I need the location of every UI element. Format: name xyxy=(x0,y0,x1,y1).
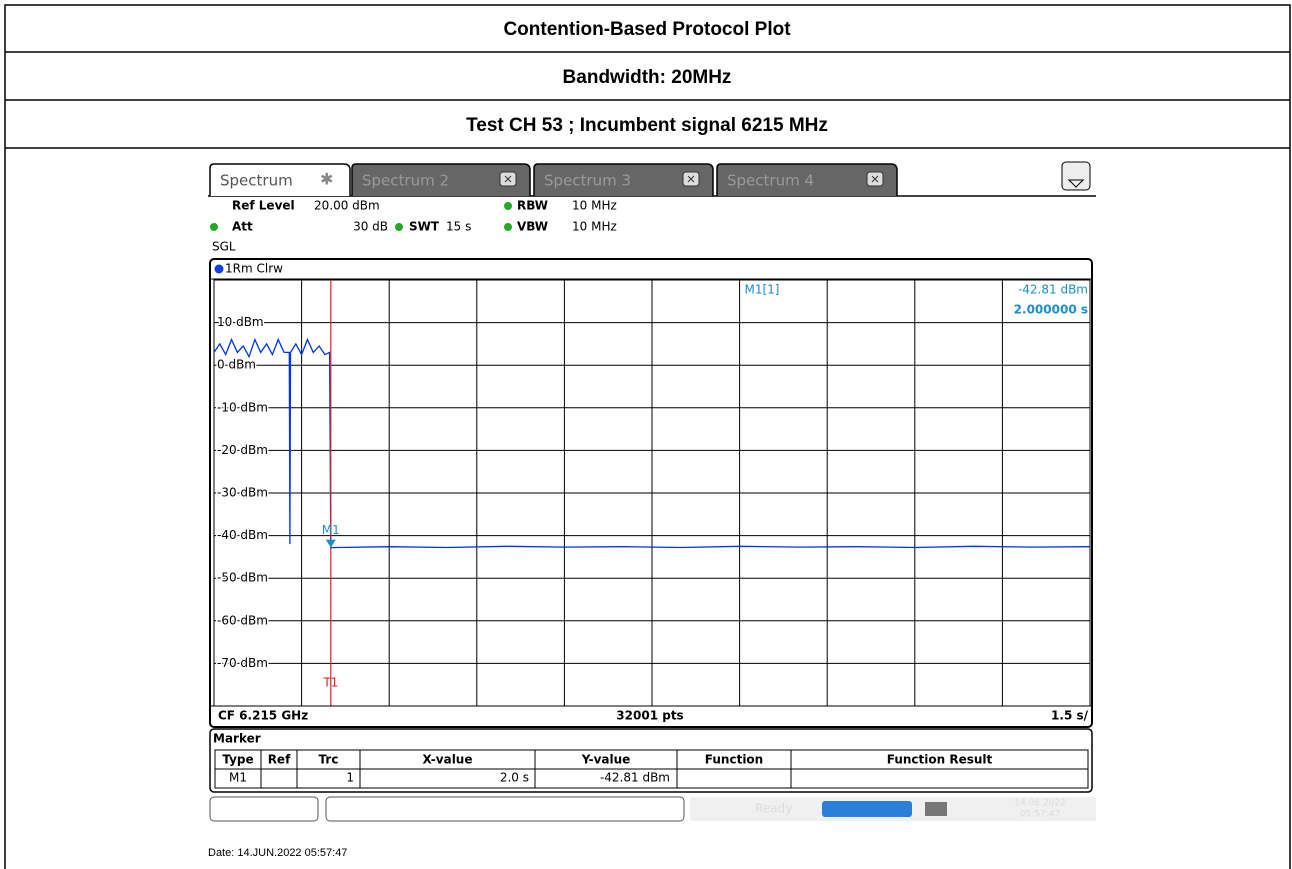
scale: 1.5 s/ xyxy=(1051,709,1089,723)
y-tick-label: 0 dBm xyxy=(217,358,256,372)
trace-led xyxy=(214,264,224,274)
swt-led xyxy=(395,223,403,231)
tab-close-icon xyxy=(687,175,695,183)
column-header: Y-value xyxy=(581,753,631,767)
marker-table-title: Marker xyxy=(213,732,261,746)
cell: M1 xyxy=(229,771,247,785)
time-line-label: T1 xyxy=(322,676,338,690)
ref-level-label: Ref Level xyxy=(232,199,295,213)
cell: 1 xyxy=(346,771,354,785)
tab-label: Spectrum 4 xyxy=(727,172,814,190)
tab-star: ✱ xyxy=(320,170,333,189)
y-tick-label: 10 dBm xyxy=(217,315,264,329)
tab-close-icon xyxy=(871,175,879,183)
vbw: 10 MHz xyxy=(572,220,617,234)
progress-bar xyxy=(822,801,912,817)
vbw-label: VBW xyxy=(517,220,548,234)
tab-close-icon xyxy=(504,175,512,183)
mode: SGL xyxy=(212,240,236,254)
tab[interactable] xyxy=(351,163,531,196)
menu-button[interactable] xyxy=(1061,161,1091,191)
column-header: Trc xyxy=(319,753,339,767)
rbw: 10 MHz xyxy=(572,199,617,213)
trace xyxy=(213,337,1091,549)
att: 30 dB xyxy=(353,220,388,234)
column-header: Function xyxy=(705,753,763,767)
column-header: Function Result xyxy=(887,753,993,767)
tabs: Spectrum ✱ Spectrum 2 Spectrum 3 Spectrum 4 xyxy=(209,163,898,196)
status-box xyxy=(209,796,319,822)
att-led xyxy=(210,223,218,231)
status-time: 05:57:47 xyxy=(1020,810,1060,820)
plot: 10 dBm 0 dBm -10 dBm -20 dBm -30 dBm -40 dBm -… xyxy=(213,280,1091,706)
lxi-icon xyxy=(925,802,947,816)
marker-table: Type Ref Trc X-value Y-value Function Function… xyxy=(214,749,1089,789)
status-date: 14.06.2022 xyxy=(1014,799,1066,809)
tab[interactable] xyxy=(716,163,898,196)
date-line: Date: 14.JUN.2022 05:57:47 xyxy=(208,847,347,859)
cell: -42.81 dBm xyxy=(600,771,670,785)
points: 32001 pts xyxy=(616,709,683,723)
tab[interactable] xyxy=(533,163,714,196)
y-tick-label: -30 dBm xyxy=(217,486,268,500)
marker-readout-name: M1[1] xyxy=(745,283,780,297)
y-tick-label: -50 dBm xyxy=(217,571,268,585)
document-frame xyxy=(4,4,1291,869)
column-header: Type xyxy=(222,753,253,767)
trace-label: 1Rm Clrw xyxy=(225,262,283,276)
marker xyxy=(325,539,336,548)
rbw-label: RBW xyxy=(517,199,548,213)
marker-readout-y: -42.81 dBm xyxy=(1018,283,1088,297)
att-label: Att xyxy=(232,220,253,234)
marker-readout-x: 2.000000 s xyxy=(1014,303,1088,317)
marker-table-frame xyxy=(209,728,1093,793)
marker-label: M1 xyxy=(322,523,340,537)
plot-frame xyxy=(209,258,1093,728)
menu-icon xyxy=(1067,179,1085,188)
title: Contention-Based Protocol Plot xyxy=(503,19,791,40)
test-channel: Test CH 53 ; Incumbent signal 6215 MHz xyxy=(466,115,828,136)
tab-label: Spectrum xyxy=(220,172,293,190)
y-tick-label: -20 dBm xyxy=(217,443,268,457)
bandwidth: Bandwidth: 20MHz xyxy=(563,67,732,88)
column-header: X-value xyxy=(423,753,473,767)
center-freq: CF 6.215 GHz xyxy=(218,709,308,723)
column-header: Ref xyxy=(268,753,291,767)
y-tick-label: -40 dBm xyxy=(217,528,268,542)
y-tick-label: -70 dBm xyxy=(217,656,268,670)
ref-level: 20.00 dBm xyxy=(314,199,380,213)
status-box xyxy=(325,796,685,822)
rbw-led xyxy=(504,202,512,210)
y-tick-label: -60 dBm xyxy=(217,613,268,627)
vbw-led xyxy=(504,223,512,231)
swt: 15 s xyxy=(446,220,471,234)
tab-label: Spectrum 3 xyxy=(544,172,631,190)
tab-label: Spectrum 2 xyxy=(362,172,449,190)
y-tick-label: -10 dBm xyxy=(217,400,268,414)
status-state: Ready xyxy=(755,802,792,816)
cell: 2.0 s xyxy=(500,771,529,785)
swt-label: SWT xyxy=(409,220,440,234)
tab[interactable] xyxy=(209,163,351,196)
